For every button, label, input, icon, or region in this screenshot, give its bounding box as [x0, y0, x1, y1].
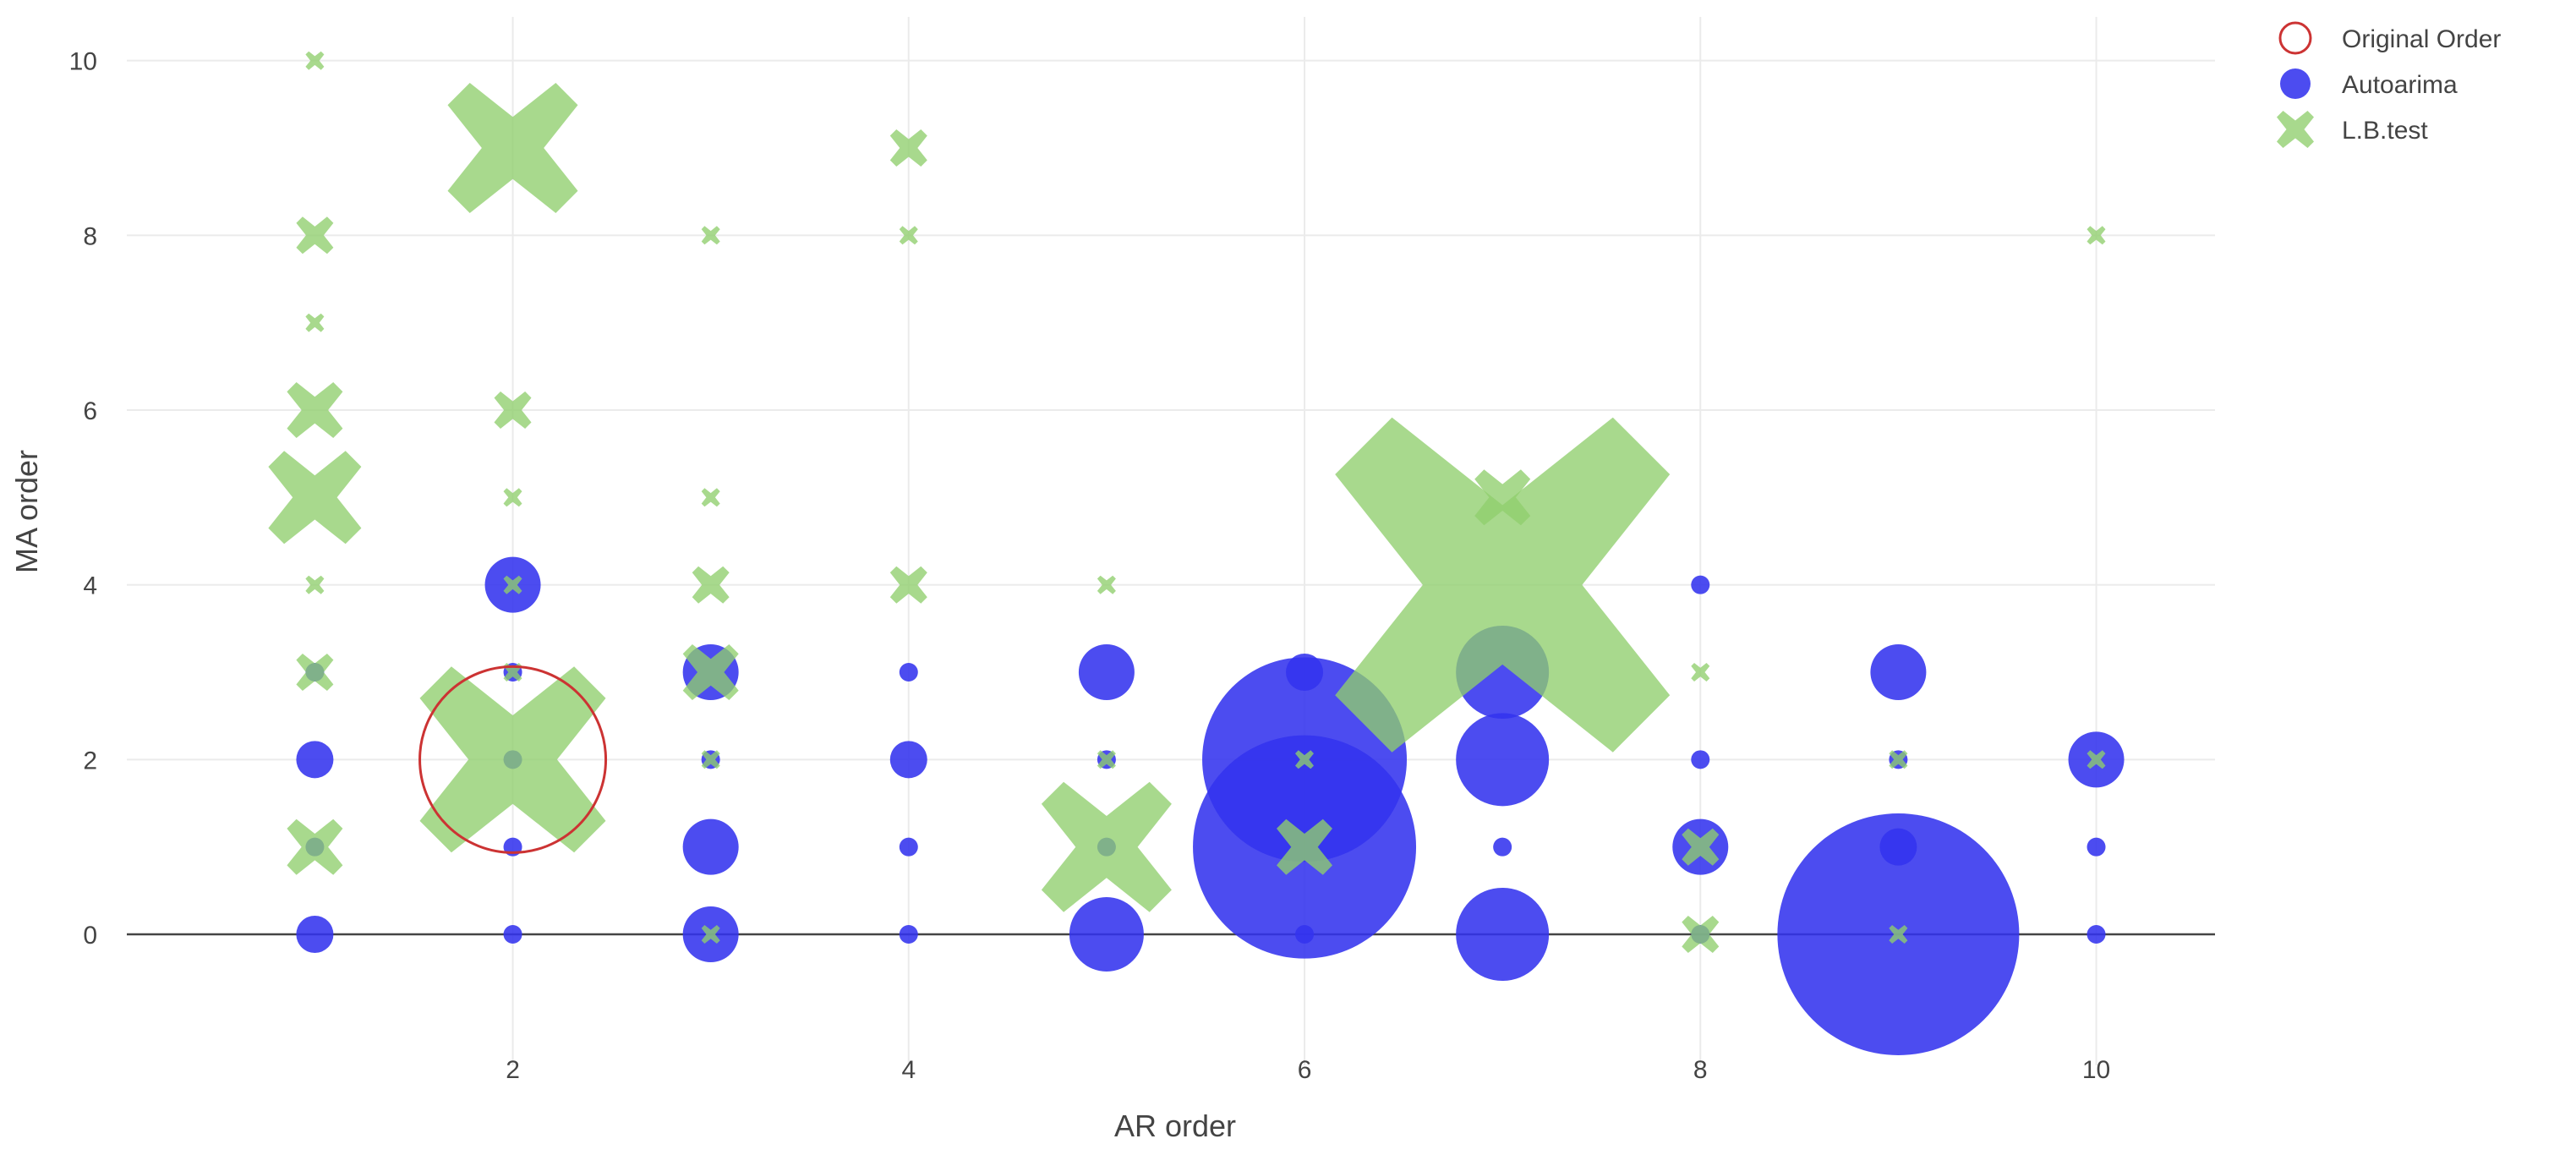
- y-tick-label: 10: [69, 48, 97, 76]
- l-b-test-marker: [1889, 925, 1908, 944]
- l-b-test-marker: [1097, 575, 1116, 594]
- legend-item-autoarima[interactable]: Autoarima: [2280, 68, 2458, 99]
- l-b-test-marker: [268, 451, 362, 545]
- l-b-test-marker: [1277, 818, 1332, 875]
- data-markers: [268, 51, 2125, 1055]
- l-b-test-marker: [2087, 750, 2106, 769]
- l-b-test-marker: [287, 818, 343, 875]
- autoarima-marker: [1879, 828, 1917, 866]
- x-axis-title: AR order: [1114, 1109, 1236, 1143]
- autoarima-marker: [296, 741, 334, 779]
- original-order-marker: [418, 665, 608, 854]
- legend-autoarima-symbol: [2280, 68, 2311, 99]
- l-b-test-marker: [701, 226, 720, 245]
- l-b-test-marker: [419, 666, 606, 853]
- autoarima-marker: [899, 925, 918, 944]
- y-tick-label: 8: [83, 222, 97, 250]
- legend-l-b-test-label: L.B.test: [2342, 117, 2428, 145]
- autoarima-marker: [296, 916, 334, 953]
- x-tick-label: 6: [1298, 1056, 1312, 1084]
- l-b-test-marker: [1097, 750, 1116, 769]
- l-b-test-marker: [296, 654, 334, 691]
- autoarima-marker: [682, 818, 739, 875]
- x-tick-label: 10: [2082, 1056, 2110, 1084]
- l-b-test-marker: [305, 313, 325, 332]
- autoarima-marker: [1078, 644, 1135, 700]
- l-b-test-marker: [1295, 750, 1314, 769]
- l-b-test-marker: [692, 566, 730, 604]
- y-tick-label: 4: [83, 572, 97, 600]
- legend-autoarima-label: Autoarima: [2342, 71, 2458, 99]
- autoarima-marker: [1691, 575, 1710, 594]
- l-b-test-marker: [889, 129, 927, 167]
- autoarima-marker: [899, 663, 918, 682]
- y-tick-label: 2: [83, 747, 97, 775]
- l-b-test-marker: [503, 488, 522, 507]
- autoarima-marker: [2087, 925, 2106, 944]
- l-b-test-marker: [1691, 663, 1710, 682]
- l-b-test-marker: [305, 575, 325, 594]
- l-b-test-marker: [889, 566, 927, 604]
- l-b-test-marker: [287, 382, 343, 438]
- autoarima-marker: [889, 741, 927, 779]
- l-b-test-marker: [305, 51, 325, 70]
- autoarima-marker: [1870, 644, 1927, 700]
- l-b-test-marker: [1682, 916, 1720, 953]
- autoarima-marker: [1691, 750, 1710, 769]
- l-b-test-marker: [701, 750, 720, 769]
- autoarima-marker: [503, 925, 522, 944]
- l-b-test-marker: [1889, 750, 1908, 769]
- l-b-test-marker: [296, 216, 334, 255]
- legend-item-original-order[interactable]: Original Order: [2278, 21, 2501, 55]
- l-b-test-marker: [701, 925, 720, 944]
- autoarima-marker: [1286, 654, 1324, 691]
- legend[interactable]: Original Order Autoarima L.B.test: [2277, 21, 2501, 148]
- l-b-test-marker: [503, 575, 522, 594]
- y-axis-title: MA order: [9, 450, 44, 573]
- l-b-test-marker: [1682, 828, 1720, 866]
- l-b-test-marker: [701, 488, 720, 507]
- autoarima-marker: [1069, 897, 1144, 972]
- l-b-test-marker: [1335, 417, 1671, 753]
- axes: 2 4 6 8 10 0 2 4 6 8 10: [69, 48, 2111, 1084]
- legend-l-b-test-symbol: [2277, 111, 2314, 148]
- l-b-test-marker: [2087, 226, 2106, 245]
- autoarima-marker: [1493, 837, 1512, 857]
- l-b-test-marker: [447, 83, 578, 213]
- autoarima-marker: [2087, 837, 2106, 857]
- l-b-test-marker: [899, 226, 918, 245]
- l-b-test-marker: [1041, 781, 1172, 912]
- autoarima-marker: [899, 837, 918, 857]
- legend-item-l-b-test[interactable]: L.B.test: [2277, 111, 2428, 148]
- l-b-test-marker: [494, 391, 532, 429]
- x-tick-label: 2: [506, 1056, 520, 1084]
- legend-original-order-label: Original Order: [2342, 25, 2501, 53]
- x-tick-label: 8: [1693, 1056, 1708, 1084]
- x-tick-label: 4: [901, 1056, 916, 1084]
- legend-original-order-symbol: [2278, 21, 2312, 55]
- y-tick-label: 6: [83, 397, 97, 425]
- autoarima-marker: [1456, 888, 1550, 981]
- l-b-test-marker: [682, 644, 739, 700]
- l-b-test-marker: [1474, 469, 1531, 526]
- autoarima-marker: [1456, 713, 1550, 807]
- y-tick-label: 0: [83, 922, 97, 950]
